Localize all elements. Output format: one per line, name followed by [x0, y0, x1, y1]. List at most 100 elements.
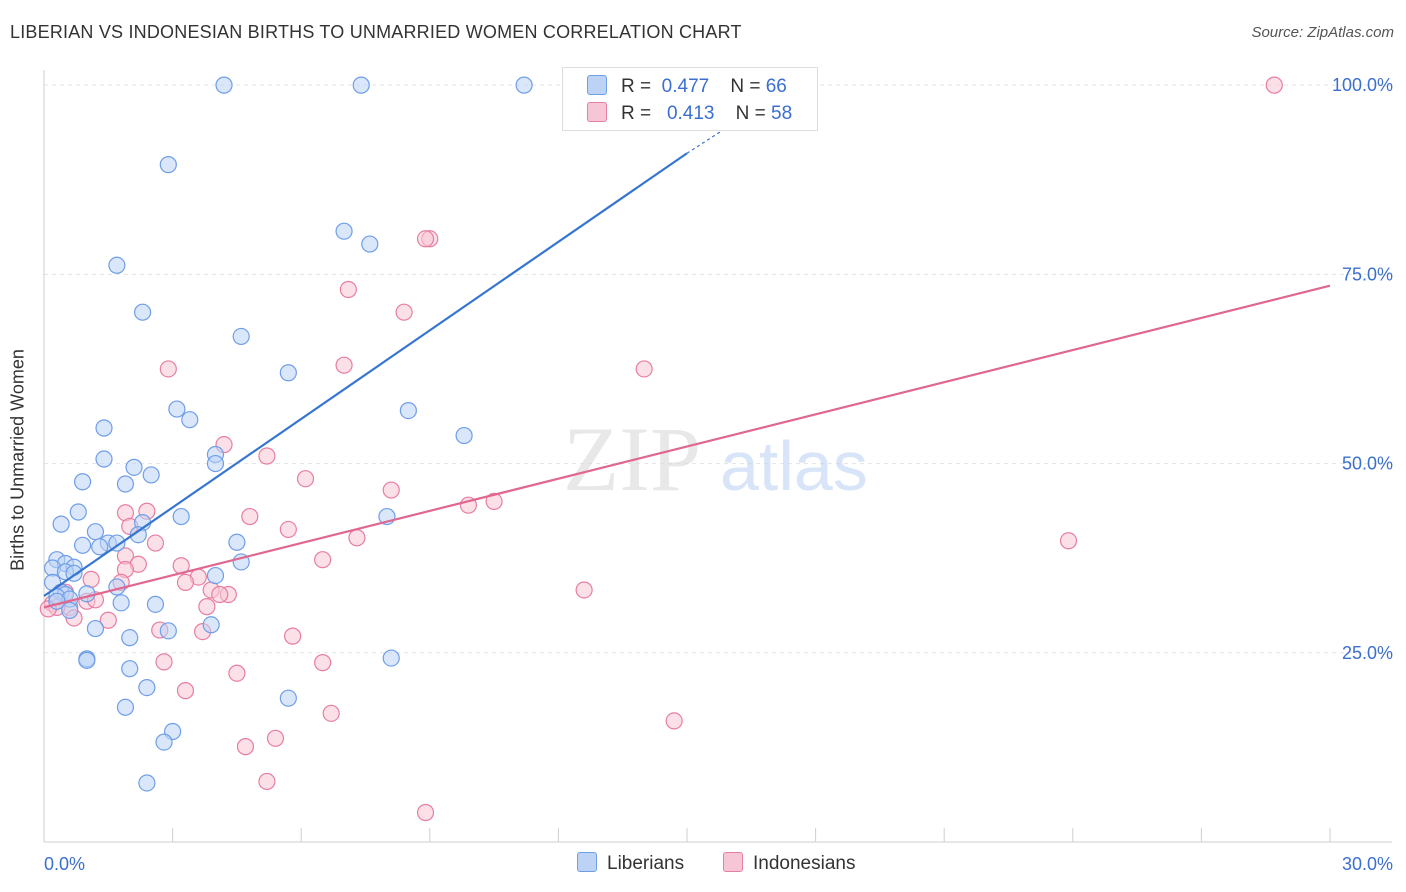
liberian-point [73, 473, 92, 491]
liberian-point [181, 411, 199, 429]
liberian-point [202, 616, 220, 634]
indonesian-point [335, 356, 353, 374]
indonesian-point [155, 653, 173, 671]
liberian-point [455, 426, 473, 445]
liberian-point [382, 649, 400, 667]
x-tick-label: 30.0% [1342, 854, 1393, 874]
bottom-legend-liberians: Liberians [577, 852, 684, 875]
indonesian-point [99, 611, 117, 629]
legend-row-liberians: R = 0.477 N = 66 [587, 75, 787, 99]
indonesian-point [575, 581, 593, 599]
n-label: N = [735, 103, 766, 124]
indonesian-point [284, 627, 302, 645]
y-tick-label: 100.0% [1332, 75, 1393, 95]
x-tick-label: 0.0% [44, 854, 85, 874]
indonesians-trend-line [43, 284, 1331, 609]
chart-title: LIBERIAN VS INDONESIAN BIRTHS TO UNMARRI… [10, 22, 742, 42]
watermark-atlas: atlas [720, 427, 868, 505]
liberian-point [95, 450, 113, 468]
liberian-point [206, 454, 225, 473]
indonesian-point [258, 447, 276, 465]
liberian-point [52, 515, 70, 533]
legend-row-indonesians: R = 0.413 N = 58 [587, 102, 792, 126]
liberian-point [91, 538, 109, 556]
liberian-point [335, 222, 353, 240]
liberian-point [121, 660, 139, 678]
indonesian-point [382, 481, 400, 499]
indonesian-point [665, 712, 683, 730]
liberian-point [108, 534, 126, 552]
y-tick-label: 75.0% [1342, 264, 1393, 284]
liberians-label: Liberians [607, 853, 685, 874]
liberian-point [232, 327, 250, 346]
liberian-point [361, 235, 379, 253]
indonesian-point [395, 303, 413, 321]
indonesian-point [236, 738, 255, 756]
indonesian-point [485, 492, 503, 511]
stats-legend: R = 0.477 N = 66 R = 0.413 N = 58 [562, 67, 818, 131]
liberian-point [279, 364, 297, 382]
liberian-point [73, 536, 92, 554]
liberian-point [515, 76, 533, 94]
liberian-point [159, 622, 177, 640]
indonesian-point [228, 664, 246, 682]
indonesians-n-value: 58 [771, 103, 793, 124]
watermark: ZIP atlas [563, 408, 868, 510]
indonesians-r-value: 0.413 [666, 103, 715, 124]
indonesian-point [314, 551, 332, 569]
liberian-point [133, 303, 152, 321]
liberian-point [125, 458, 143, 476]
liberians-swatch [587, 75, 607, 95]
liberians-trend-line [43, 152, 688, 597]
liberian-point [399, 401, 417, 420]
liberian-point [86, 523, 105, 541]
liberian-point [155, 733, 173, 751]
indonesian-point [322, 704, 340, 722]
n-label: N = [730, 76, 761, 97]
indonesian-point [82, 570, 100, 588]
indonesian-point [241, 507, 259, 526]
liberian-point [138, 774, 156, 792]
indonesian-point [266, 729, 285, 747]
tick-labels: 25.0% 50.0% 75.0% 100.0% 0.0% 30.0% [44, 75, 1393, 874]
source-label: Source: ZipAtlas.com [1251, 24, 1394, 41]
indonesian-point [198, 598, 216, 616]
liberian-point [159, 156, 177, 174]
liberian-point [116, 475, 135, 493]
liberians-points [43, 76, 533, 792]
indonesian-point [176, 682, 195, 700]
liberian-point [168, 400, 186, 418]
indonesian-point [176, 573, 195, 591]
axes [43, 70, 1392, 843]
indonesian-point [258, 772, 276, 791]
liberian-point [69, 503, 87, 521]
indonesians-label: Indonesians [753, 853, 856, 874]
indonesian-point [339, 280, 357, 299]
liberian-point [142, 466, 160, 484]
liberian-point [86, 619, 105, 638]
liberian-point [206, 566, 225, 585]
liberian-point [228, 533, 246, 551]
liberian-point [172, 507, 190, 526]
indonesian-point [159, 360, 177, 378]
indonesian-point [296, 470, 315, 488]
y-axis-label: Births to Unmarried Women [7, 349, 28, 571]
liberian-point [215, 76, 233, 94]
liberian-point [121, 629, 139, 647]
liberians-swatch [577, 852, 597, 872]
liberian-point [138, 678, 156, 697]
liberian-point [61, 601, 79, 620]
liberians-n-value: 66 [765, 76, 787, 97]
liberian-point [108, 256, 126, 274]
indonesians-swatch [587, 102, 607, 122]
liberian-point [112, 594, 130, 612]
bottom-legend-indonesians: Indonesians [723, 852, 855, 875]
liberian-point [146, 595, 165, 613]
liberian-point [78, 585, 96, 603]
watermark-zip: ZIP [563, 408, 701, 510]
y-tick-label: 50.0% [1342, 454, 1393, 474]
liberian-point [95, 419, 113, 437]
y-tick-label: 25.0% [1342, 643, 1393, 663]
liberian-point [352, 76, 370, 94]
